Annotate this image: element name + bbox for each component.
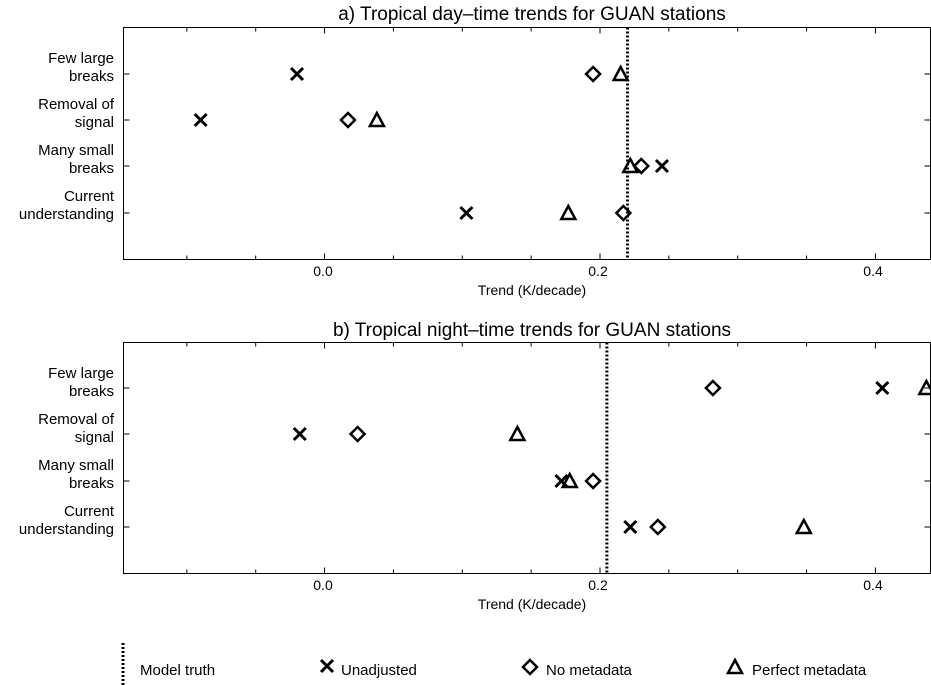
panel-a-x-tick-labels: 0.0 0.2 0.4 bbox=[313, 263, 883, 279]
category-label: Many small bbox=[38, 457, 114, 474]
no-metadata-diamond-marker bbox=[632, 157, 651, 175]
panel-b-frame bbox=[123, 342, 931, 574]
category-label: understanding bbox=[19, 521, 114, 538]
category-label: Current bbox=[64, 503, 115, 520]
x-tick-label: 0.4 bbox=[863, 263, 883, 279]
category-label: Current bbox=[64, 188, 115, 205]
panel-b-title: b) Tropical night–time trends for GUAN s… bbox=[333, 320, 731, 341]
category-label: breaks bbox=[69, 68, 114, 85]
x-tick-label: 0.0 bbox=[313, 263, 333, 279]
no-metadata-diamond-marker bbox=[339, 111, 357, 129]
unadjusted-x-marker bbox=[654, 158, 670, 174]
category-label: Many small bbox=[38, 142, 114, 159]
panel-b-category-labels: Few large breaks Removal of signal Many … bbox=[19, 365, 115, 538]
category-label: signal bbox=[75, 429, 114, 446]
panel-a-title: a) Tropical day–time trends for GUAN sta… bbox=[338, 4, 726, 25]
panel-a: a) Tropical day–time trends for GUAN sta… bbox=[19, 4, 931, 298]
panel-a-category-labels: Few large breaks Removal of signal Many … bbox=[19, 50, 115, 223]
category-label: understanding bbox=[19, 206, 114, 223]
x-tick-label: 0.2 bbox=[588, 577, 608, 593]
unadjusted-x-marker bbox=[292, 426, 307, 442]
x-tick-label: 0.4 bbox=[863, 577, 883, 593]
perfect-metadata-triangle-marker bbox=[611, 64, 630, 82]
legend: Model truth Unadjusted No metadata Perfe… bbox=[121, 643, 867, 685]
panel-b-x-axis-label: Trend (K/decade) bbox=[478, 596, 586, 612]
unadjusted-x-marker bbox=[875, 380, 890, 396]
perfect-metadata-triangle-marker bbox=[559, 203, 578, 221]
category-label: breaks bbox=[69, 383, 114, 400]
category-label: Removal of bbox=[38, 96, 115, 113]
no-metadata-diamond-marker bbox=[614, 204, 633, 222]
no-metadata-diamond-marker bbox=[584, 65, 602, 83]
perfect-metadata-triangle-marker bbox=[794, 517, 813, 535]
panel-b: b) Tropical night–time trends for GUAN s… bbox=[19, 320, 931, 612]
category-label: signal bbox=[75, 114, 114, 131]
x-tick-label: 0.2 bbox=[588, 263, 608, 279]
unadjusted-x-marker bbox=[554, 473, 569, 489]
perfect-metadata-triangle-marker bbox=[508, 424, 527, 442]
category-label: breaks bbox=[69, 160, 114, 177]
panel-a-x-axis-label: Trend (K/decade) bbox=[478, 282, 586, 298]
perfect-metadata-triangle-marker bbox=[367, 110, 386, 128]
category-label: breaks bbox=[69, 475, 114, 492]
unadjusted-x-marker bbox=[459, 205, 474, 221]
no-metadata-diamond-marker bbox=[649, 518, 667, 536]
panel-b-x-tick-labels: 0.0 0.2 0.4 bbox=[313, 577, 883, 593]
no-metadata-diamond-marker bbox=[704, 379, 722, 397]
x-tick-label: 0.0 bbox=[313, 577, 333, 593]
perfect-metadata-triangle-marker bbox=[917, 378, 931, 396]
legend-triangle-marker-icon bbox=[725, 657, 745, 675]
category-label: Few large bbox=[48, 365, 114, 382]
no-metadata-diamond-marker bbox=[348, 425, 367, 443]
unadjusted-x-marker bbox=[289, 66, 305, 82]
unadjusted-x-marker bbox=[623, 519, 638, 535]
perfect-metadata-triangle-marker bbox=[560, 471, 579, 489]
legend-label: Model truth bbox=[140, 662, 215, 679]
legend-label: No metadata bbox=[546, 662, 633, 679]
category-label: Few large bbox=[48, 50, 114, 67]
perfect-metadata-triangle-marker bbox=[621, 156, 640, 174]
no-metadata-diamond-marker bbox=[584, 472, 602, 490]
category-label: Removal of bbox=[38, 411, 115, 428]
legend-label: Perfect metadata bbox=[752, 662, 867, 679]
legend-diamond-marker-icon bbox=[521, 658, 539, 676]
panel-a-frame bbox=[123, 27, 931, 260]
legend-label: Unadjusted bbox=[341, 662, 417, 679]
unadjusted-x-marker bbox=[193, 112, 208, 128]
legend-x-marker-icon bbox=[319, 658, 335, 674]
